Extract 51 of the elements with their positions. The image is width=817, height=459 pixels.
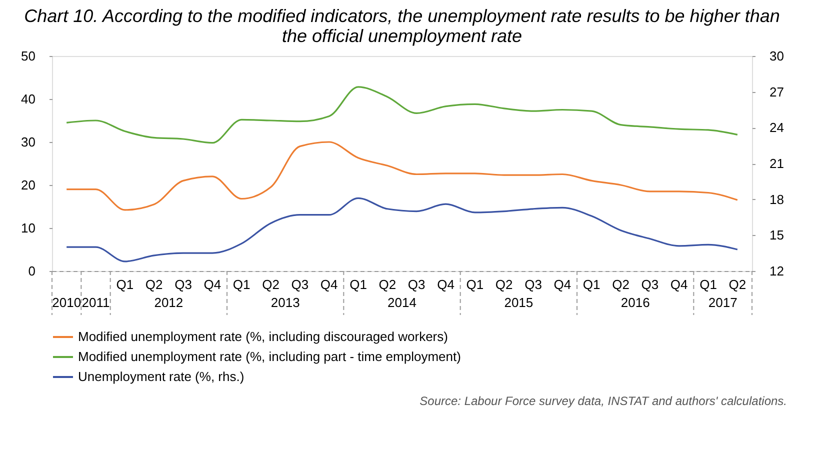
x-tick-label: Q4 bbox=[670, 277, 688, 292]
y2-tick-label: 24 bbox=[770, 120, 784, 136]
legend-label: Unemployment rate (%, rhs.) bbox=[78, 369, 244, 384]
x-tick-label: Q2 bbox=[145, 277, 163, 292]
y-tick-label: 50 bbox=[21, 48, 36, 64]
x-tick-label: Q1 bbox=[582, 277, 600, 292]
x-tick-label: Q1 bbox=[466, 277, 484, 292]
text: 2015 bbox=[504, 295, 534, 310]
y2-tick-label: 30 bbox=[770, 48, 784, 64]
chart-title: Chart 10. According to the modified indicators, the unemployment rate results to be higher than the official unemployment rate bbox=[24, 6, 780, 46]
x-tick-label: Q3 bbox=[291, 277, 309, 292]
x-tick-label: Q4 bbox=[204, 277, 222, 292]
x-tick-label: Q2 bbox=[728, 277, 746, 292]
line-series bbox=[66, 197, 738, 262]
x-tick-label: Q3 bbox=[524, 277, 542, 292]
text: 2010 bbox=[52, 295, 82, 310]
legend-label: Modified unemployment rate (%, including discouraged workers) bbox=[78, 329, 448, 344]
y2-tick-label: 15 bbox=[770, 228, 784, 243]
x-tick-label: Q4 bbox=[554, 277, 572, 292]
x-tick-label: Q2 bbox=[612, 277, 630, 292]
x-tick-label: Q1 bbox=[700, 277, 717, 292]
x-tick-label: Q3 bbox=[641, 277, 659, 292]
y2-tick-label: 21 bbox=[770, 156, 784, 171]
y-tick-label: 30 bbox=[21, 134, 36, 150]
x-tick-label: Q2 bbox=[495, 277, 513, 292]
x-tick-label: Q1 bbox=[116, 277, 134, 292]
y2-tick-label: 12 bbox=[770, 264, 784, 278]
line-series bbox=[66, 86, 738, 144]
x-tick-label: Q3 bbox=[174, 277, 192, 292]
x-tick-label: Q4 bbox=[320, 277, 338, 292]
source-note: Source: Labour Force survey data, INSTAT and authors' calculations. bbox=[420, 394, 787, 408]
x-tick-label: Q1 bbox=[232, 277, 250, 292]
text: 2012 bbox=[154, 295, 184, 310]
text: 2016 bbox=[620, 295, 650, 310]
x-tick-label: Q1 bbox=[350, 277, 367, 292]
legend-label: Modified unemployment rate (%, including part - time employment) bbox=[78, 349, 461, 364]
x-tick-label: Q4 bbox=[437, 277, 454, 292]
y-tick-label: 20 bbox=[21, 178, 36, 192]
text: 2013 bbox=[270, 295, 300, 310]
x-tick-label: Q2 bbox=[262, 277, 280, 292]
x-tick-label: Q2 bbox=[378, 277, 396, 292]
y2-tick-label: 27 bbox=[770, 84, 784, 100]
y2-tick-label: 18 bbox=[770, 192, 784, 207]
y-tick-label: 40 bbox=[21, 92, 36, 106]
text: 2011 bbox=[82, 295, 110, 310]
text: 2017 bbox=[708, 295, 738, 310]
x-tick-label: Q3 bbox=[408, 277, 426, 292]
y-tick-label: 10 bbox=[21, 220, 36, 236]
line-series bbox=[66, 141, 738, 211]
text: 2014 bbox=[388, 295, 416, 310]
y-tick-label: 0 bbox=[28, 264, 36, 278]
